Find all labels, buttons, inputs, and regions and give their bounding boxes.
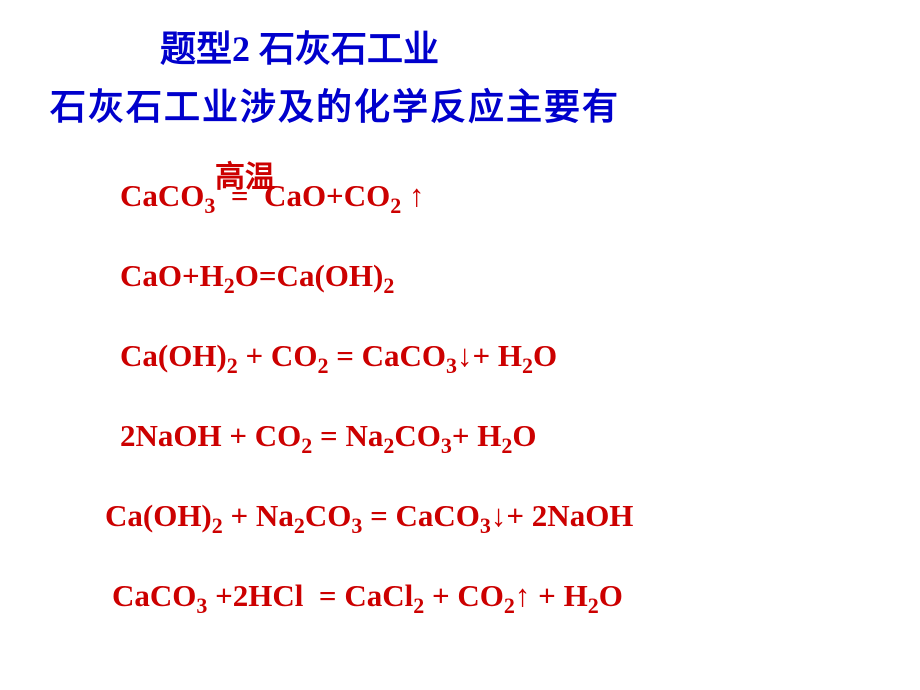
equation-5: Ca(OH)2 + Na2CO3 = CaCO3↓+ 2NaOH [105,498,633,534]
title-number: 2 [232,29,250,69]
title-text: 石灰石工业 [259,29,439,69]
equation-6: CaCO3 +2HCl = CaCl2 + CO2↑ + H2O [112,578,623,614]
equation-4: 2NaOH + CO2 = Na2CO3+ H2O [120,418,537,454]
equation-1: CaCO3 = CaO+CO2 ↑ [120,178,424,214]
equation-2: CaO+H2O=Ca(OH)2 [120,258,394,294]
equation-3: Ca(OH)2 + CO2 = CaCO3↓+ H2O [120,338,557,374]
title-prefix: 题型 [160,29,232,69]
slide-title: 题型2 石灰石工业 [160,20,439,72]
slide-subtitle: 石灰石工业涉及的化学反应主要有 [50,78,620,130]
